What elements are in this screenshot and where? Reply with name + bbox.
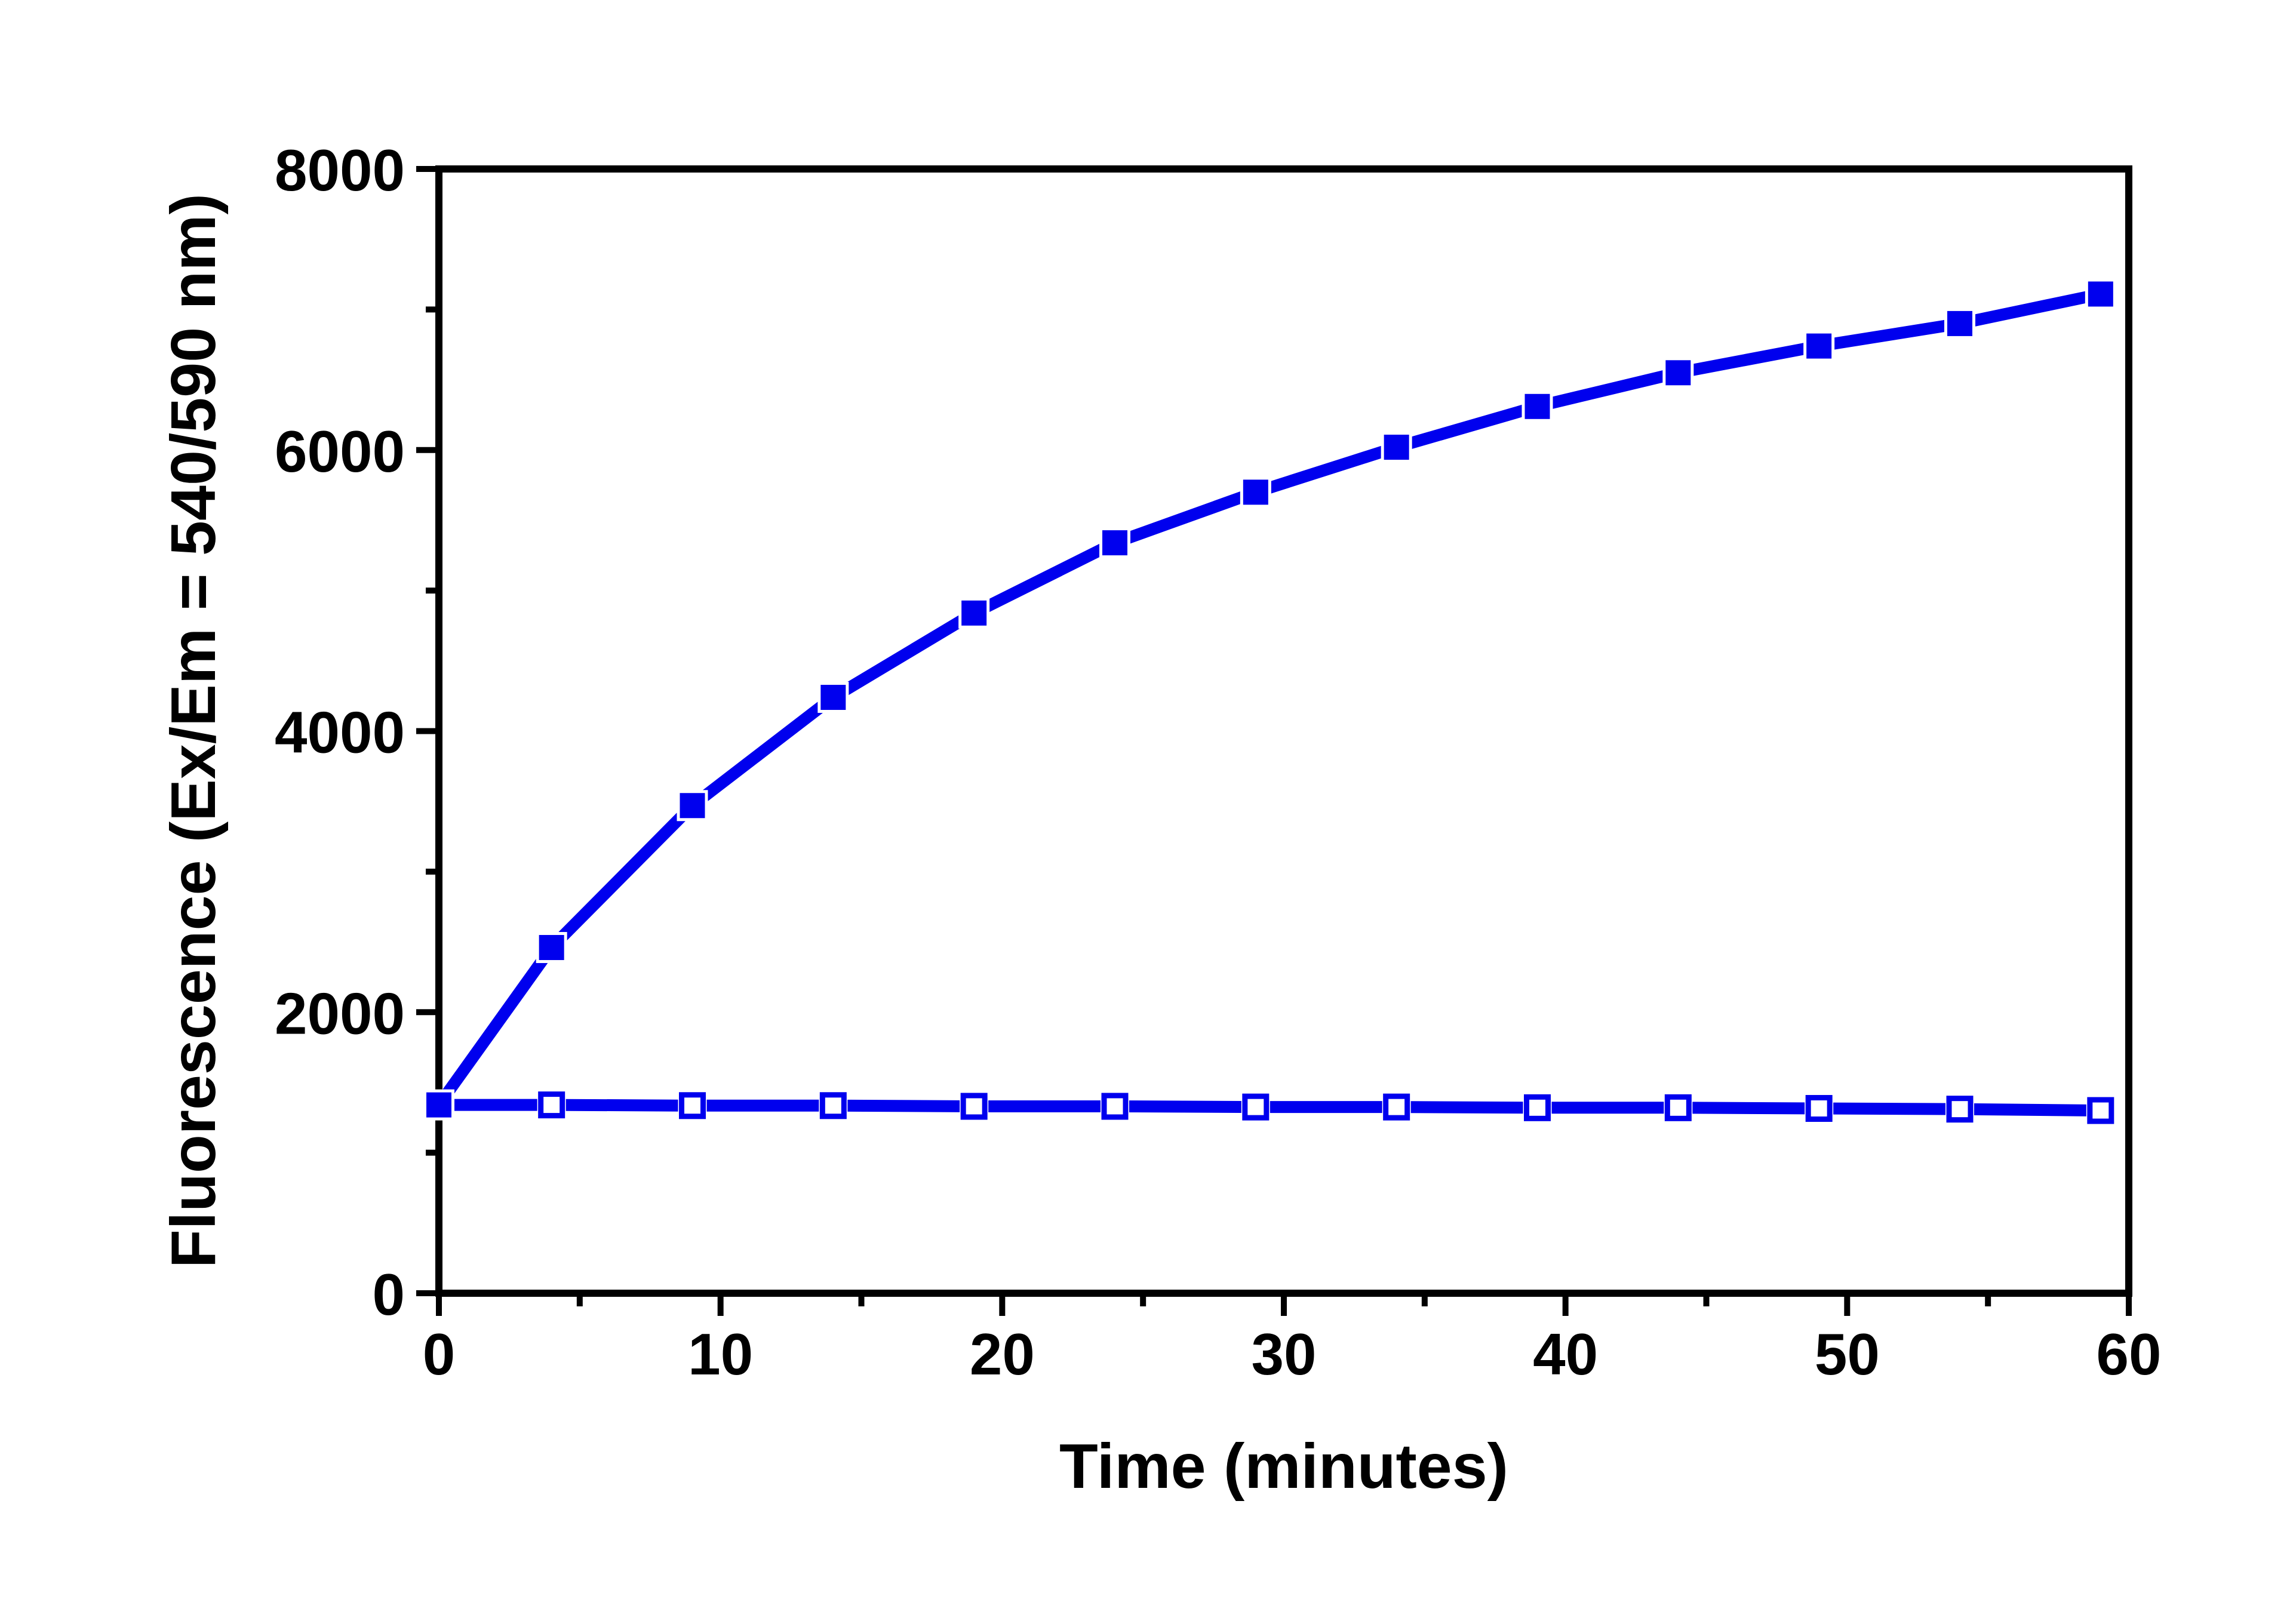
x-tick-label: 40 bbox=[1533, 1321, 1598, 1387]
plot-area: 0 10 20 30 40 50 60 0 2000 4000 6000 8000 bbox=[275, 137, 2162, 1387]
filled-square-marker bbox=[1665, 360, 1691, 386]
filled-square-marker bbox=[820, 685, 846, 710]
open-square-marker bbox=[1805, 1094, 1833, 1122]
open-square-marker bbox=[679, 1092, 706, 1119]
filled-square-marker bbox=[1806, 333, 1832, 359]
open-square-marker bbox=[1383, 1093, 1410, 1121]
x-axis-title: Time (minutes) bbox=[1059, 1431, 1508, 1502]
filled-square-marker bbox=[2088, 281, 2113, 307]
filled-square-marker bbox=[961, 600, 987, 626]
open-square-marker bbox=[538, 1091, 565, 1119]
x-tick-label: 50 bbox=[1815, 1321, 1880, 1387]
filled-square-marker bbox=[539, 934, 564, 960]
open-square-marker bbox=[1242, 1093, 1270, 1121]
open-square-marker bbox=[960, 1093, 988, 1120]
filled-square-marker bbox=[426, 1092, 451, 1118]
filled-square-marker bbox=[1524, 393, 1550, 419]
open-square-marker bbox=[1524, 1094, 1551, 1121]
x-tick-label: 20 bbox=[970, 1321, 1035, 1387]
x-tick-label: 60 bbox=[2096, 1321, 2161, 1387]
open-square-marker bbox=[819, 1092, 847, 1119]
y-tick-label: 6000 bbox=[275, 419, 405, 484]
filled-square-marker bbox=[1243, 479, 1268, 505]
series-filled-squares-line bbox=[433, 288, 2107, 1111]
filled-square-marker bbox=[1947, 310, 1972, 336]
y-tick-label: 8000 bbox=[275, 137, 405, 203]
y-tick-label: 4000 bbox=[275, 700, 405, 765]
filled-square-marker bbox=[680, 793, 705, 819]
filled-square-marker bbox=[1102, 530, 1127, 556]
x-tick-label: 10 bbox=[688, 1321, 753, 1387]
x-tick-label: 30 bbox=[1251, 1321, 1316, 1387]
open-square-marker bbox=[1664, 1094, 1692, 1121]
y-tick-label: 2000 bbox=[275, 980, 405, 1046]
open-square-marker bbox=[1101, 1093, 1129, 1120]
open-square-marker bbox=[2087, 1097, 2114, 1124]
x-tick-label: 0 bbox=[423, 1321, 456, 1387]
y-tick-label: 0 bbox=[372, 1262, 405, 1327]
y-axis-title: Fluorescence (Ex/Em = 540/590 nm) bbox=[158, 193, 229, 1268]
filled-square-marker bbox=[1384, 435, 1409, 460]
open-square-marker bbox=[1946, 1096, 1974, 1123]
